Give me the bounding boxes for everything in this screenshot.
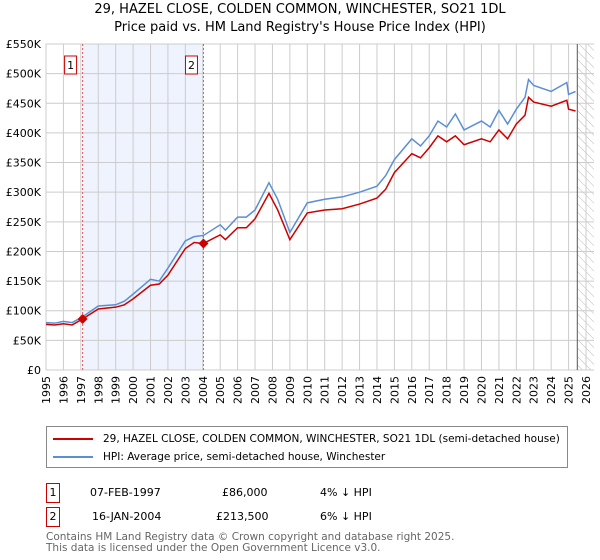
x-tick-label: 1998: [92, 376, 105, 404]
red-line-swatch: [53, 438, 93, 440]
y-tick-label: £250K: [6, 216, 42, 229]
footer-copyright: Contains HM Land Registry data © Crown c…: [46, 531, 455, 543]
legend-label: 29, HAZEL CLOSE, COLDEN COMMON, WINCHEST…: [103, 433, 560, 445]
transaction-row: 1 07-FEB-1997 £86,000 4% ↓ HPI: [46, 483, 446, 503]
chart-title: 29, HAZEL CLOSE, COLDEN COMMON, WINCHEST…: [94, 2, 506, 17]
sale-badge: [184, 55, 198, 75]
marker-badge: 1: [46, 483, 60, 503]
y-tick-label: £300K: [6, 186, 42, 199]
chart-subtitle: Price paid vs. HM Land Registry's House …: [114, 20, 486, 35]
sale-badge: [64, 55, 78, 75]
marker-badge: 2: [46, 507, 60, 527]
y-tick-label: £350K: [6, 157, 42, 170]
x-tick-label: 2004: [197, 376, 210, 404]
sale-point: [77, 314, 88, 325]
sale-point: [198, 238, 209, 249]
x-tick-label: 2010: [301, 376, 314, 404]
y-tick-label: £500K: [6, 68, 42, 81]
legend-label: HPI: Average price, semi-detached house,…: [103, 451, 386, 463]
x-tick-label: 2019: [458, 376, 471, 404]
x-tick-label: 2022: [510, 376, 523, 404]
x-tick-label: 1999: [110, 376, 123, 404]
x-tick-label: 1997: [75, 376, 88, 404]
legend-item-property: 29, HAZEL CLOSE, COLDEN COMMON, WINCHEST…: [53, 433, 560, 445]
legend-item-hpi: HPI: Average price, semi-detached house,…: [53, 451, 385, 463]
legend: 29, HAZEL CLOSE, COLDEN COMMON, WINCHEST…: [46, 426, 568, 468]
footer-licence: This data is licensed under the Open Gov…: [46, 542, 381, 554]
series-line: [45, 95, 576, 326]
sale-date: 16-JAN-2004: [92, 510, 162, 523]
x-tick-label: 2002: [162, 376, 175, 404]
x-tick-label: 2007: [249, 376, 262, 404]
x-tick-label: 1996: [57, 376, 70, 404]
x-tick-label: 2003: [179, 376, 192, 404]
x-tick-label: 2018: [441, 376, 454, 404]
x-tick-label: 2015: [388, 376, 401, 404]
series-line: [45, 77, 576, 324]
x-tick-label: 2012: [336, 376, 349, 404]
y-tick-label: £200K: [6, 245, 42, 258]
sale-date: 07-FEB-1997: [90, 486, 161, 499]
x-tick-label: 2014: [371, 376, 384, 404]
x-tick-label: 2000: [127, 376, 140, 404]
sale-badge-label: 1: [67, 59, 74, 72]
x-tick-label: 2006: [232, 376, 245, 404]
hpi-diff: 4% ↓ HPI: [320, 486, 372, 499]
x-tick-label: 2026: [580, 376, 593, 404]
sale-price: £86,000: [222, 486, 268, 499]
x-tick-label: 2024: [545, 376, 558, 404]
y-tick-label: £550K: [6, 38, 42, 51]
ownership-shade: [82, 44, 204, 370]
x-tick-label: 2017: [423, 376, 436, 404]
x-tick-label: 2023: [528, 376, 541, 404]
transaction-row: 2 16-JAN-2004 £213,500 6% ↓ HPI: [46, 507, 446, 527]
blue-line-swatch: [53, 456, 93, 458]
x-tick-label: 2009: [284, 376, 297, 404]
y-tick-label: £100K: [6, 305, 42, 318]
hpi-diff: 6% ↓ HPI: [320, 510, 372, 523]
x-tick-label: 2013: [354, 376, 367, 404]
y-tick-label: £450K: [6, 97, 42, 110]
x-tick-label: 2011: [319, 376, 332, 404]
x-tick-label: 2016: [406, 376, 419, 404]
x-tick-label: 2021: [493, 376, 506, 404]
x-tick-label: 2008: [266, 376, 279, 404]
y-tick-label: £0: [27, 364, 41, 377]
y-tick-label: £50K: [13, 334, 42, 347]
x-tick-label: 1995: [40, 376, 53, 404]
x-tick-label: 2025: [563, 376, 576, 404]
sale-badge-label: 2: [188, 59, 195, 72]
x-tick-label: 2001: [145, 376, 158, 404]
y-tick-label: £400K: [6, 127, 42, 140]
x-tick-label: 2020: [475, 376, 488, 404]
y-tick-label: £150K: [6, 275, 42, 288]
sale-price: £213,500: [216, 510, 269, 523]
x-tick-label: 2005: [214, 376, 227, 404]
price-chart: 1995 1996 1997 1998 1999 2000 2001 2002 2003 2004…: [6, 38, 594, 404]
